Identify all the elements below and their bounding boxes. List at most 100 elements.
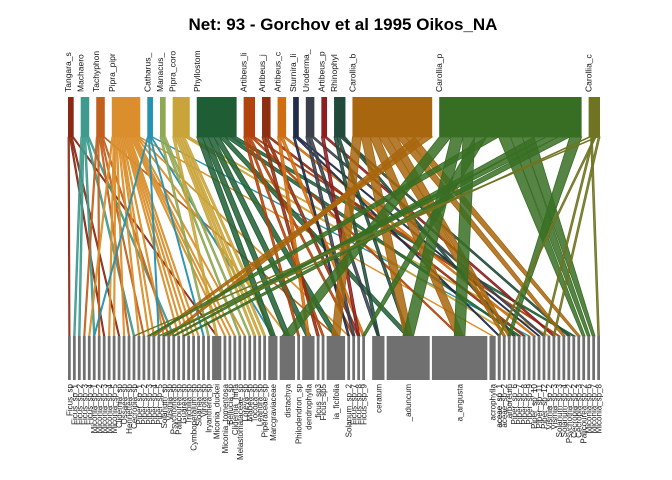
lower-label-ficus-sp-4: Ficus_sp_4 (85, 383, 94, 424)
lower-box-solanum-sp-3 (557, 336, 561, 380)
lower-box-cecropia-sp (132, 336, 136, 380)
lower-label-piper-sp-11: Piper_sp_11 (535, 383, 544, 428)
lower-label-dendrophylla: dendrophylla (304, 383, 313, 429)
lower-label-cecropia-sp-3: Cecropia_sp_3 (575, 383, 584, 437)
lower-label-vismia-sp-3: Vismia_sp_3 (550, 383, 559, 429)
lower-label-vismia-sp-2: Vismia_sp_2 (545, 383, 554, 429)
lower-label-piper-sp-7: Piper_sp_7 (515, 383, 524, 424)
lower-box-mabea-sp (248, 336, 252, 380)
lower-box-piper-sp-2 (142, 336, 146, 380)
lower-box-ficus-sp-1 (72, 336, 76, 380)
lower-label-cymbopetalum-sp: Cymbopetalum_sp (190, 383, 199, 450)
higher-label-catharus: Catharus_ (142, 53, 152, 92)
lower-box-piper-sp-9 (527, 336, 531, 380)
lower-label-ceratum: ceratum (374, 384, 383, 413)
lower-label-mabea-sp: Mabea_sp (246, 383, 255, 421)
link-tachyphon-miconia-sp-2 (97, 136, 101, 337)
lower-box-loreya-sp (243, 336, 247, 380)
lower-box-miconia-sp-5 (112, 336, 116, 380)
higher-label-phyllostom: Phyllostom (192, 50, 202, 92)
lower-box-psychotria-sp-2 (567, 336, 571, 380)
lower-box-aduncum (386, 336, 430, 380)
lower-label-virola-sp: Virola_sp (200, 383, 209, 417)
lower-box-vismia-sp-3 (552, 336, 556, 380)
higher-label-sturnira-li: Sturnira_li (288, 54, 298, 92)
higher-label-tangara-s: Tangara_s (63, 52, 73, 92)
lower-label-vismia-sp: Vismia_sp (165, 383, 174, 420)
lower-box-arboreum (507, 336, 511, 380)
higher-level-boxes (68, 97, 600, 137)
lower-box-psychotria-sp (172, 336, 176, 380)
link-carollia-c-cecropia-sp (132, 136, 599, 337)
higher-box-manacus (159, 97, 166, 137)
lower-box-piper-sp-10 (532, 336, 536, 380)
higher-box-catharus (147, 97, 153, 137)
higher-label-artibeus-li: Artibeus_li (239, 52, 249, 92)
lower-label-aceae-sp-2: aceae_sp_2 (500, 383, 509, 427)
lower-label-miconia-sp-5: Miconia_sp_5 (110, 383, 119, 433)
lower-box-miconia-sp-4 (107, 336, 111, 380)
lower-box-ficus-sp-4 (87, 336, 91, 380)
lower-label-marcgraviaceae: Marcgraviaceae (269, 383, 278, 440)
lower-label-leandra-sp: Leandra_sp (256, 383, 265, 426)
lower-label-ficus-sp-7: Ficus_sp_7 (350, 383, 359, 424)
higher-label-machaero: Machaero (76, 54, 86, 92)
lower-label-a-angusta: a_angusta (456, 383, 465, 421)
lower-label-miconia-sp-2: Miconia_sp_2 (95, 383, 104, 433)
lower-box-ficus-sp-8 (357, 336, 361, 380)
higher-label-pipra-coro: Pipra_coro (168, 51, 178, 92)
higher-box-phyllostom (196, 97, 237, 137)
higher-label-carollia-c: Carollia_c (584, 53, 594, 92)
lower-label-miconia-duckei: Miconia_duckei (213, 384, 222, 439)
lower-box-ceratum (372, 336, 385, 380)
lower-box-piper-sp-8 (522, 336, 526, 380)
lower-label-miconia-sp-8: Miconia_sp_8 (595, 383, 604, 433)
lower-box-a-angusta (431, 336, 488, 380)
lower-box-ficus-sp-3 (82, 336, 86, 380)
lower-label-palicourea-sp: Palicourea_sp (175, 383, 184, 434)
higher-label-tachyphon: Tachyphon (91, 51, 101, 92)
lower-box-iryanthera-sp (207, 336, 210, 380)
lower-label-miconia-sp-6: Miconia_sp_6 (585, 383, 594, 433)
lower-label-ficus-sp-8: Ficus_sp_8 (355, 383, 364, 424)
lower-box-miconia-sp-3 (102, 336, 106, 380)
lower-box-piper-sp-6 (512, 336, 516, 380)
higher-box-tangara-s (68, 97, 74, 137)
lower-label-clidemia-hirta: Clidemia_hirta (231, 383, 240, 435)
lower-box-leandra-sp (258, 336, 262, 380)
lower-label-solanum-sp-4: Solanum_sp_4 (560, 383, 569, 437)
lower-label-aceae-sp-1: aceae_sp_1 (495, 383, 504, 427)
lower-box-piper-sp-7 (517, 336, 521, 380)
higher-label-carollia-b: Carollia_b (347, 53, 357, 92)
higher-label-uroderma: Uroderma_ (301, 49, 311, 92)
lower-label-melastomataceae-sp: Melastomataceae_sp (236, 383, 245, 460)
lower-label-ficus-sp3: ficus_sp3 (314, 383, 323, 417)
lower-label-clidemia-sp: Clidemia_sp (115, 383, 124, 428)
lower-label-piper-sp-5: Piper_sp_5 (155, 383, 164, 424)
lower-label-loreya-sp: Loreya_sp (241, 383, 250, 421)
lower-label-sloanea-sp: Sloanea_sp (195, 383, 204, 426)
higher-box-carollia-b (352, 97, 433, 137)
lower-box-piper-sp-4 (152, 336, 156, 380)
lower-label-piper-sp-6: Piper_sp_6 (510, 383, 519, 424)
lower-box-ia-ficifolia (326, 336, 346, 380)
lower-label-ficus-sp-3: Ficus_sp_3 (80, 383, 89, 424)
higher-label-pipra-pipr: Pipra_pipr (107, 53, 117, 92)
lower-box-piper-sp-5 (157, 336, 161, 380)
lower-box-sloanea-sp (197, 336, 200, 380)
higher-box-uroderma (305, 97, 315, 137)
lower-label-piperaceae-sp: Piperaceae_sp (261, 383, 270, 437)
lower-box-ossaea-sp (122, 336, 126, 380)
lower-label-aduncum: _aduncum (404, 384, 413, 423)
higher-box-carollia-p (439, 97, 582, 137)
lower-label-miconia-sp-1: Miconia_sp_1 (90, 383, 99, 433)
lower-box-trichilia-sp (187, 336, 191, 380)
lower-box-piperaceae-sp (263, 336, 267, 380)
lower-box-philodendron-sp (297, 336, 301, 380)
lower-label-ficus-sp-1: Ficus_sp_1 (70, 383, 79, 424)
higher-label-carollia-p: Carollia_p (434, 53, 444, 92)
lower-box-clidemia-sp (117, 336, 121, 380)
lower-label-piper-sp-1: Piper_sp_1 (135, 383, 144, 424)
interaction-links (67, 136, 601, 337)
lower-label-ficus-sp-9: Ficus_sp_9 (360, 383, 369, 424)
